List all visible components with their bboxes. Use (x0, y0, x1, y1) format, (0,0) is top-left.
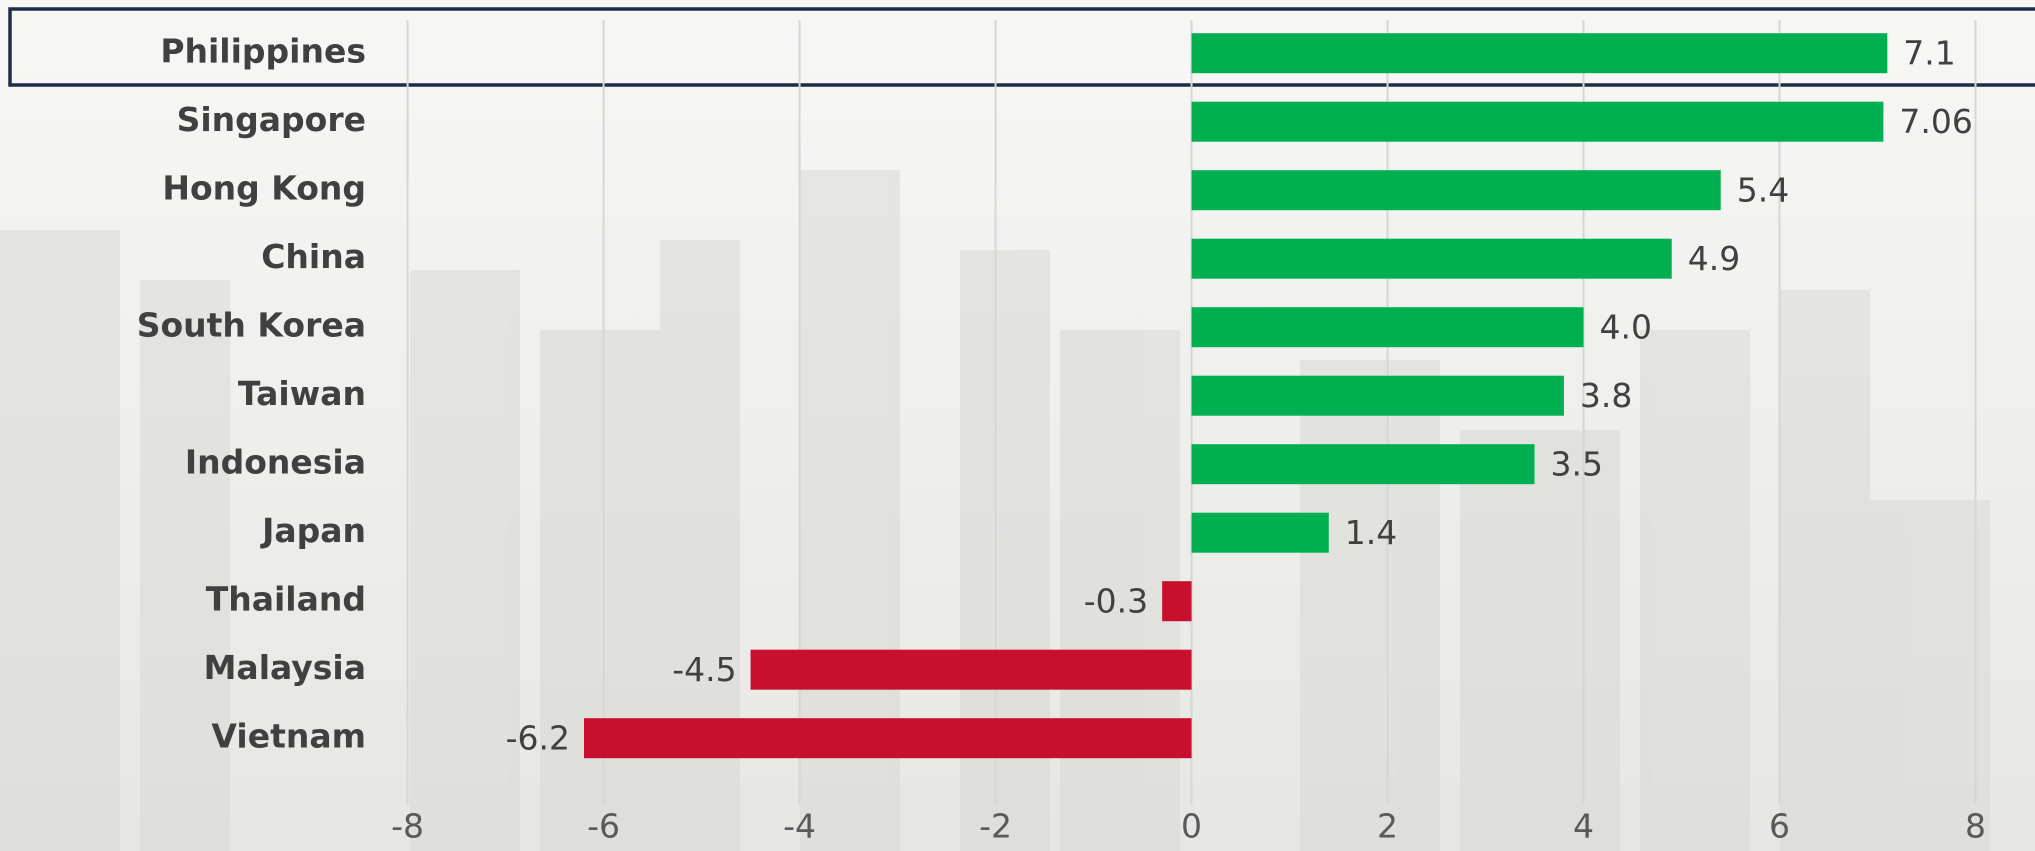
value-label: -0.3 (1084, 582, 1148, 621)
category-label: Taiwan (238, 374, 366, 413)
value-label: 1.4 (1345, 513, 1397, 552)
x-tick-label: -4 (783, 807, 816, 846)
category-label: Thailand (206, 580, 366, 619)
category-label: Vietnam (211, 717, 366, 756)
category-label: China (261, 237, 366, 276)
plot-area: -8 -6 -4 -2 0 2 4 6 8 Philippines 7.1 Singapore 7.06… (137, 20, 1986, 846)
x-tick-label: 6 (1769, 807, 1790, 846)
highlight-box (8, 7, 2035, 87)
category-label: Singapore (177, 100, 366, 139)
bar (1191, 512, 1329, 553)
bar (1191, 170, 1721, 211)
category-label: Hong Kong (162, 169, 366, 208)
x-tick-label: -8 (391, 807, 424, 846)
x-tick-label: -6 (587, 807, 620, 846)
bar (1191, 33, 1888, 74)
bar (1162, 581, 1192, 622)
bar (1191, 307, 1584, 348)
value-label: 5.4 (1737, 171, 1789, 210)
category-label: Japan (260, 511, 366, 550)
bar (1191, 444, 1535, 485)
x-tick-label: 2 (1377, 807, 1398, 846)
category-label: Indonesia (185, 443, 366, 482)
category-label: South Korea (137, 306, 366, 345)
bar (1191, 375, 1564, 416)
value-label: 7.1 (1903, 34, 1955, 73)
x-tick-label: -2 (979, 807, 1012, 846)
category-label: Malaysia (204, 648, 366, 687)
value-label: 4.9 (1688, 239, 1740, 278)
bar (1191, 238, 1672, 279)
value-label: 7.06 (1899, 102, 1972, 141)
x-tick-label: 4 (1573, 807, 1594, 846)
bar (583, 718, 1192, 759)
value-label: 3.5 (1551, 445, 1603, 484)
bar (750, 649, 1192, 690)
value-label: -6.2 (506, 719, 570, 758)
value-label: 3.8 (1580, 376, 1632, 415)
category-label: Philippines (160, 32, 366, 71)
value-label: -4.5 (672, 650, 736, 689)
bar (1191, 101, 1884, 142)
value-label: 4.0 (1600, 308, 1652, 347)
x-tick-label: 0 (1181, 807, 1202, 846)
x-tick-label: 8 (1965, 807, 1986, 846)
